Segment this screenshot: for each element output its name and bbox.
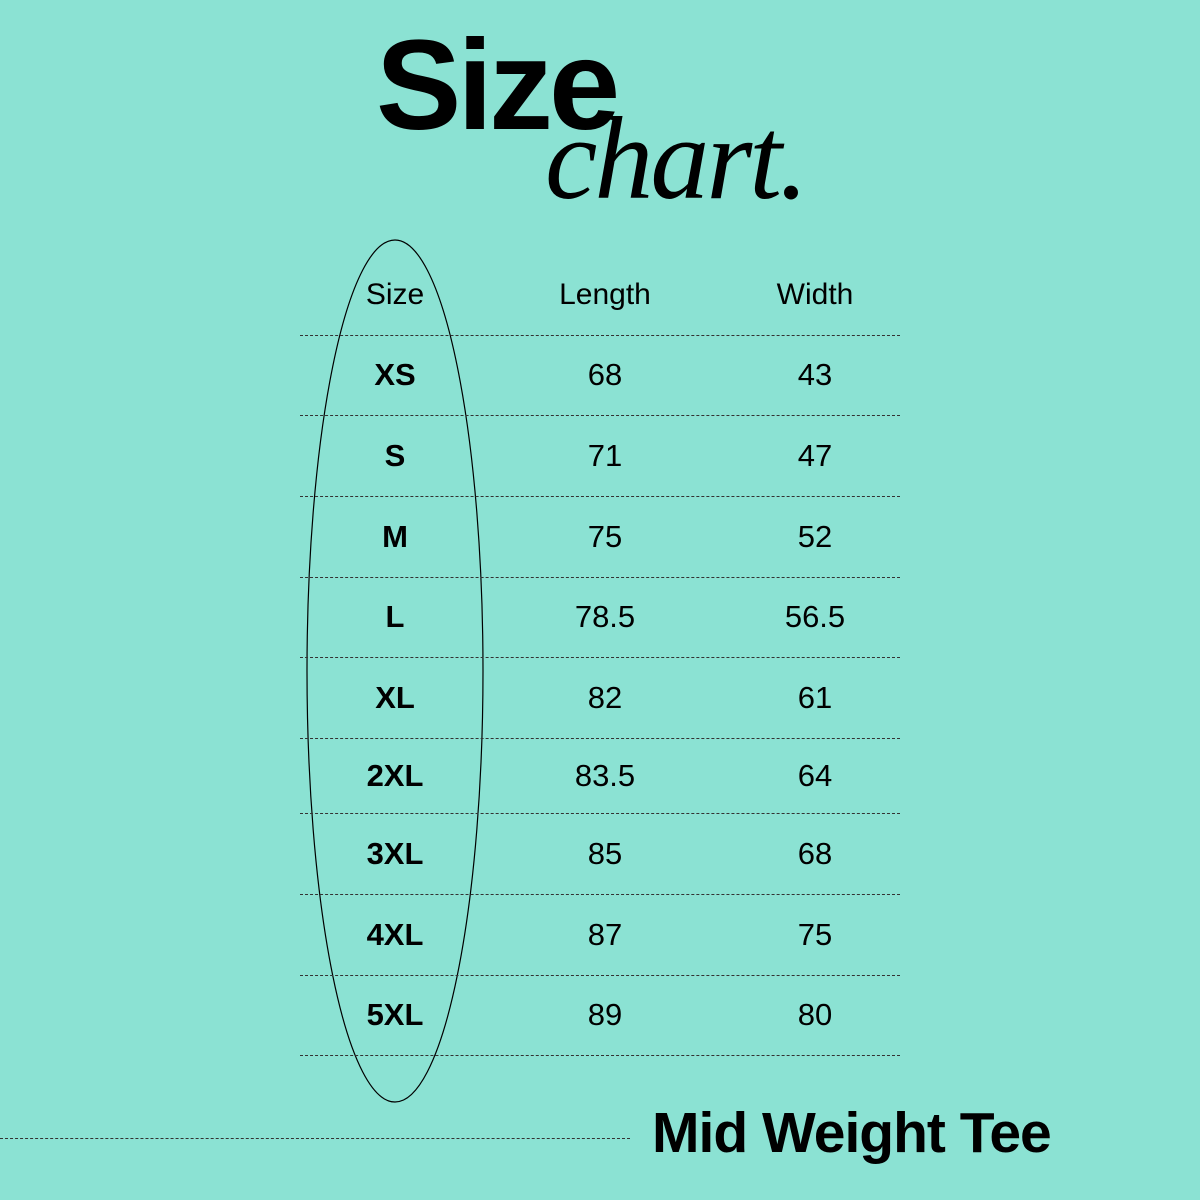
- cell-width: 80: [797, 997, 833, 1032]
- cell-size: S: [384, 437, 406, 473]
- cell-length: 83.5: [574, 757, 636, 793]
- row-divider: [300, 813, 900, 814]
- cell-width: 47: [797, 437, 833, 473]
- title-size: Size: [376, 14, 620, 157]
- row-divider: [300, 894, 900, 895]
- cell-length: 85: [587, 835, 623, 871]
- cell-length: 89: [587, 997, 623, 1032]
- header-width: Width: [776, 278, 854, 311]
- cell-width: 56.5: [784, 599, 846, 634]
- cell-size: 5XL: [366, 997, 424, 1032]
- product-name: Mid Weight Tee: [652, 1101, 1052, 1165]
- cell-size: L: [385, 599, 405, 634]
- cell-length: 68: [587, 357, 623, 392]
- cell-width: 52: [797, 518, 833, 554]
- title-chart: chart.: [545, 93, 809, 224]
- cell-width: 68: [797, 835, 833, 871]
- row-divider: [300, 335, 900, 336]
- cell-size: 3XL: [366, 835, 424, 871]
- cell-length: 87: [587, 916, 623, 952]
- cell-size: M: [382, 518, 408, 554]
- row-divider: [300, 657, 900, 658]
- cell-length: 71: [587, 437, 623, 473]
- header-length: Length: [559, 278, 651, 311]
- cell-width: 61: [797, 679, 833, 715]
- row-divider: [300, 975, 900, 976]
- header-size: Size: [365, 278, 425, 311]
- row-divider: [300, 577, 900, 578]
- cell-length: 82: [587, 679, 623, 715]
- cell-size: 2XL: [366, 757, 424, 793]
- cell-length: 78.5: [574, 599, 636, 634]
- row-divider: [300, 738, 900, 739]
- row-divider: [300, 415, 900, 416]
- cell-width: 75: [797, 916, 833, 952]
- footer-divider: [0, 1138, 630, 1139]
- row-divider: [300, 1055, 900, 1056]
- cell-size: XS: [374, 357, 416, 392]
- cell-length: 75: [587, 518, 623, 554]
- cell-width: 64: [797, 757, 833, 793]
- row-divider: [300, 496, 900, 497]
- cell-size: XL: [375, 679, 415, 715]
- cell-size: 4XL: [366, 916, 424, 952]
- cell-width: 43: [797, 357, 833, 392]
